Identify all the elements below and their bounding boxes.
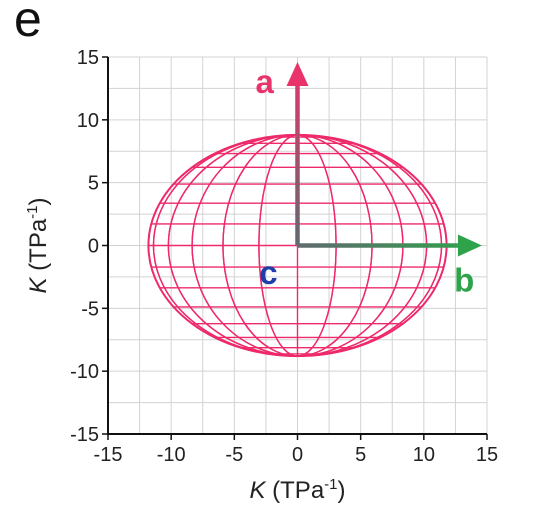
- axis-a-label: a: [255, 63, 274, 100]
- y-tick-label: -15: [70, 424, 99, 446]
- y-axis-title: K (TPa-1): [24, 197, 52, 293]
- y-tick-label: -10: [70, 361, 99, 383]
- x-tick-label: -10: [157, 444, 186, 466]
- x-tick-label: 10: [413, 444, 435, 466]
- y-tick-label: -5: [81, 298, 99, 320]
- axis-b-label: b: [454, 262, 474, 299]
- tick-labels: -15 -10 -5 0 5 10 15 -15 -10 -5 0 5 10 15: [70, 47, 498, 466]
- axis-c-label: c: [259, 254, 277, 291]
- y-tick-label: 15: [77, 47, 99, 69]
- x-tick-label: -15: [94, 444, 123, 466]
- axis-vectors: a b c: [255, 62, 482, 299]
- axis-b-arrowhead: [457, 234, 482, 257]
- axis-a-arrowhead: [286, 62, 309, 87]
- x-tick-label: 0: [292, 444, 303, 466]
- x-tick-label: 5: [355, 444, 366, 466]
- axis-titles: K (TPa-1) K (TPa-1): [24, 197, 346, 504]
- x-tick-label: -5: [225, 444, 243, 466]
- panel-label: e: [14, 0, 42, 47]
- y-tick-label: 5: [88, 173, 99, 195]
- x-tick-label: 15: [476, 444, 498, 466]
- y-tick-label: 10: [77, 110, 99, 132]
- x-axis-title: K (TPa-1): [249, 476, 345, 504]
- y-tick-label: 0: [88, 236, 99, 258]
